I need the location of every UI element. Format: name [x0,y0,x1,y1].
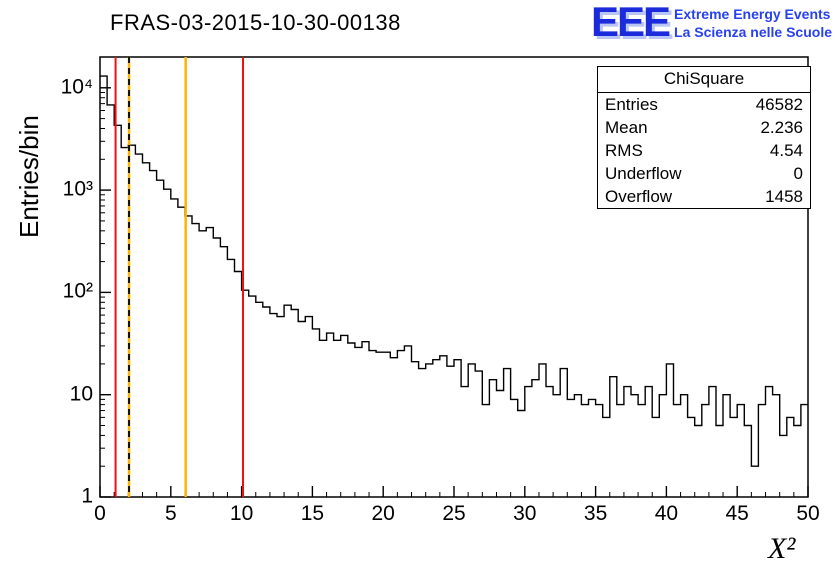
stats-box-title: ChiSquare [598,67,810,93]
stat-label: Entries [605,94,658,114]
eee-logo: EEE Extreme Energy Events La Scienza nel… [591,0,832,45]
stats-box: ChiSquare Entries 46582 Mean 2.236 RMS 4… [597,66,811,209]
stats-row: Underflow 0 [598,162,810,185]
eee-logo-line1: Extreme Energy Events [674,6,831,22]
x-tick-label: 45 [725,502,749,525]
x-tick-label: 25 [442,502,466,525]
x-axis-title: X² [768,532,796,565]
stat-value: 2.236 [760,117,803,137]
y-tick-label: 1 [81,484,93,508]
x-tick-label: 20 [371,502,395,525]
stat-value: 46582 [755,94,803,114]
x-tick-label: 0 [94,502,106,525]
stat-value: 0 [793,163,803,183]
stat-label: Overflow [605,186,673,206]
histogram-line [100,75,808,467]
chart-title: FRAS-03-2015-10-30-00138 [110,10,401,35]
x-tick-label: 40 [654,502,679,525]
y-tick-label: 10² [62,279,93,303]
stat-value: 4.54 [769,140,803,160]
stats-row: Mean 2.236 [598,116,810,139]
eee-logo-text: Extreme Energy Events La Scienza nelle S… [674,3,832,41]
x-tick-label: 50 [796,502,820,525]
x-tick-label: 10 [229,502,254,525]
eee-logo-letters: EEE [591,0,671,45]
y-tick-label: 10³ [62,177,93,201]
x-tick-label: 15 [300,502,325,525]
x-tick-label: 30 [513,502,537,525]
plot-frame [99,56,809,498]
x-tick-label: 5 [164,502,177,525]
x-tick-label: 35 [583,502,608,525]
stat-label: Underflow [605,163,682,183]
stat-value: 1458 [765,186,803,206]
y-tick-label: 10 [69,382,93,406]
stats-row: Overflow 1458 [598,185,810,208]
y-axis-title: Entries/bin [14,115,44,238]
stats-row: Entries 46582 [598,93,810,116]
stats-row: RMS 4.54 [598,139,810,162]
y-tick-label: 10⁴ [60,75,93,99]
stat-label: Mean [605,117,648,137]
stat-label: RMS [605,140,643,160]
eee-logo-line2: La Scienza nelle Scuole [674,24,832,41]
